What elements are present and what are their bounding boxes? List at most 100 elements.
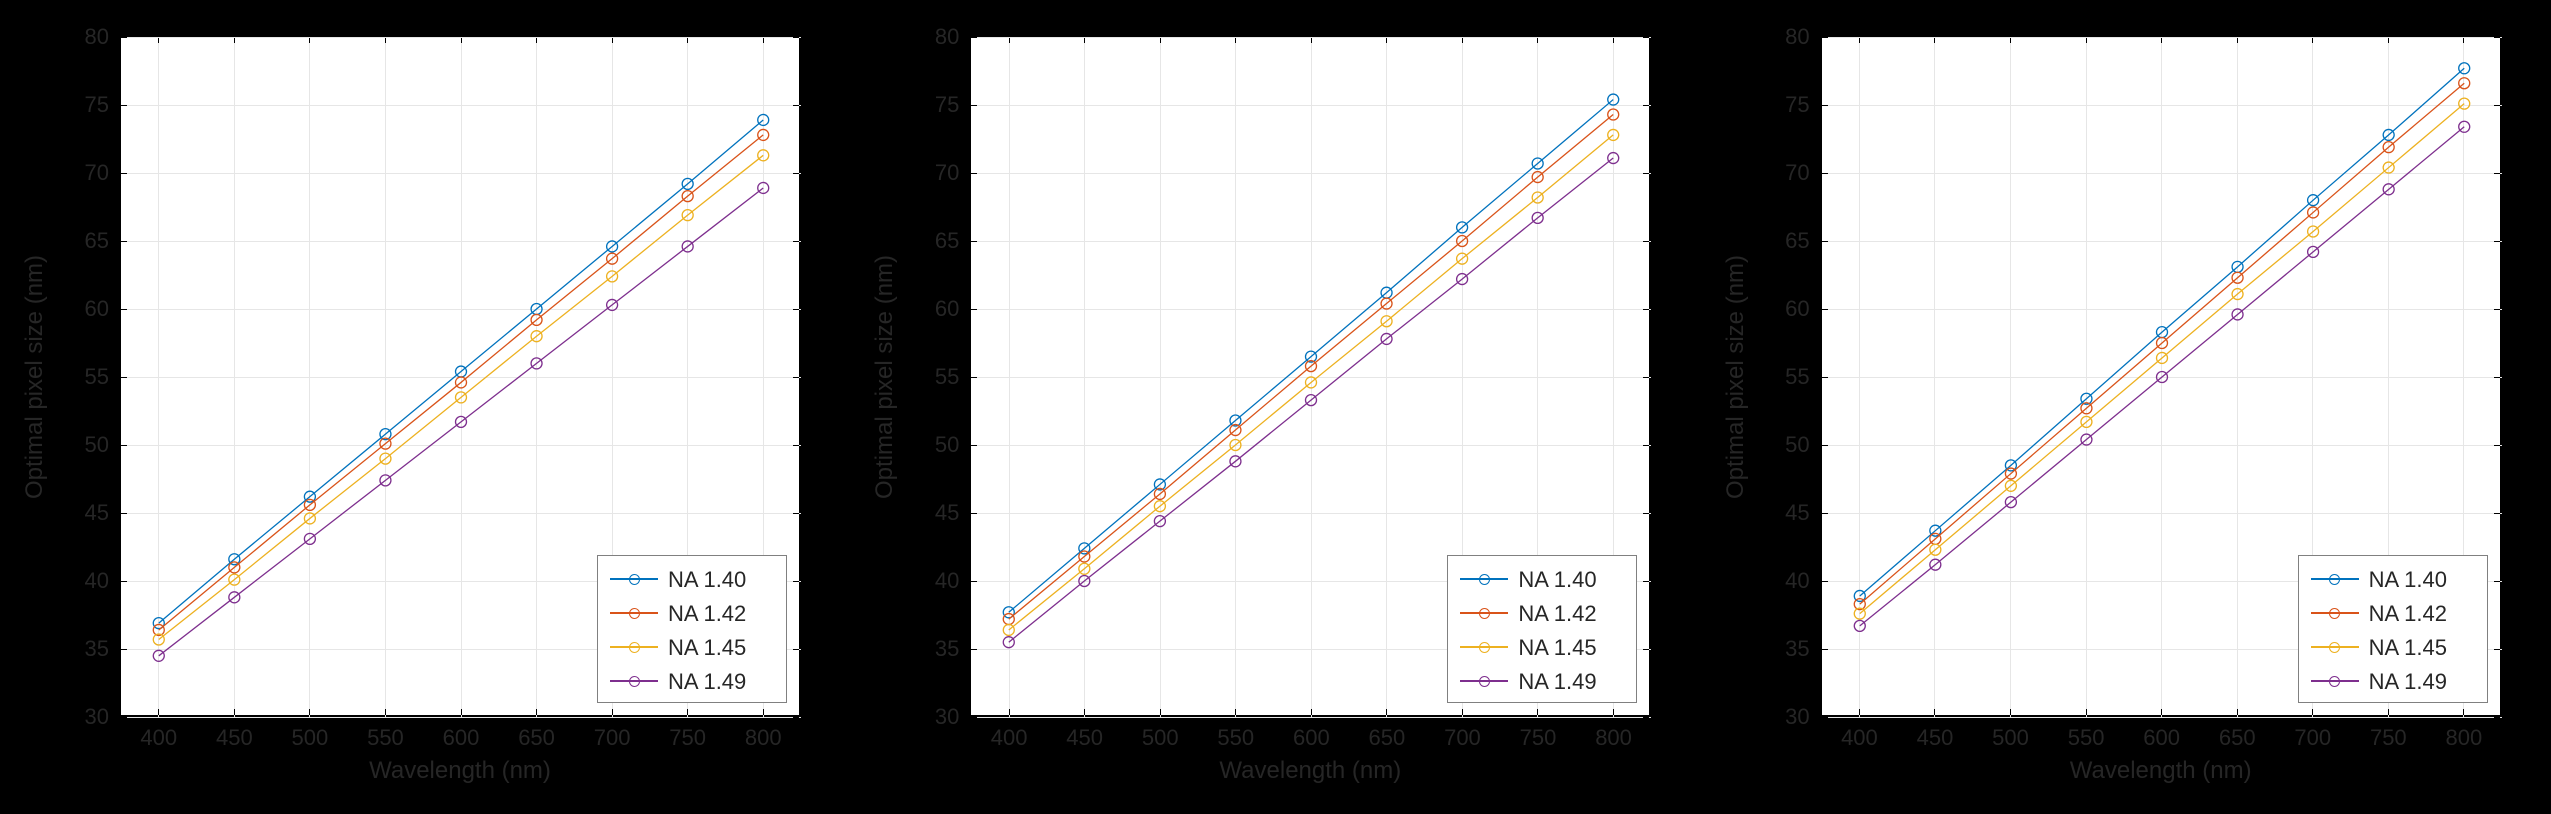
legend-swatch-marker bbox=[2329, 676, 2340, 687]
legend-swatch-marker bbox=[1479, 642, 1490, 653]
legend-label: NA 1.45 bbox=[668, 635, 746, 661]
series-line-NA_1_42 bbox=[1009, 115, 1613, 620]
legend-swatch-marker bbox=[2329, 608, 2340, 619]
y-ticklabel: 60 bbox=[85, 296, 109, 322]
legend-label: NA 1.42 bbox=[1518, 601, 1596, 627]
y-ticklabel: 45 bbox=[85, 500, 109, 526]
x-ticklabel: 750 bbox=[1520, 725, 1557, 751]
panel-2: 4004505005506006507007508003035404550556… bbox=[850, 0, 1700, 814]
x-ticklabel: 550 bbox=[1217, 725, 1254, 751]
y-ticklabel: 75 bbox=[85, 92, 109, 118]
legend-label: NA 1.40 bbox=[668, 567, 746, 593]
axes: 4004505005506006507007508003035404550556… bbox=[970, 36, 1650, 716]
x-axis-label: Wavelength (nm) bbox=[2070, 757, 2252, 785]
y-ticklabel: 35 bbox=[935, 636, 959, 662]
y-axis-label: Optimal pixel size (nm) bbox=[21, 255, 49, 499]
y-ticklabel: 70 bbox=[1785, 160, 1809, 186]
x-ticklabel: 700 bbox=[2294, 725, 2331, 751]
y-ticklabel: 80 bbox=[85, 24, 109, 50]
series-marker-NA_1_45 bbox=[1004, 624, 1015, 635]
x-ticklabel: 650 bbox=[2219, 725, 2256, 751]
x-ticklabel: 650 bbox=[1369, 725, 1406, 751]
x-ticklabel: 600 bbox=[1293, 725, 1330, 751]
x-ticklabel: 450 bbox=[216, 725, 253, 751]
legend: NA 1.40 NA 1.42 NA 1.45 NA 1.49 bbox=[1447, 555, 1637, 703]
legend: NA 1.40 NA 1.42 NA 1.45 NA 1.49 bbox=[597, 555, 787, 703]
y-ticklabel: 65 bbox=[1785, 228, 1809, 254]
x-ticklabel: 450 bbox=[1066, 725, 1103, 751]
x-ticklabel: 800 bbox=[2446, 725, 2483, 751]
y-ticklabel: 50 bbox=[1785, 432, 1809, 458]
x-ticklabel: 600 bbox=[443, 725, 480, 751]
x-ticklabel: 400 bbox=[1841, 725, 1878, 751]
legend-label: NA 1.42 bbox=[2369, 601, 2447, 627]
y-ticklabel: 40 bbox=[1785, 568, 1809, 594]
series-marker-NA_1_49 bbox=[153, 650, 164, 661]
y-ticklabel: 30 bbox=[935, 704, 959, 730]
y-ticklabel: 70 bbox=[85, 160, 109, 186]
x-ticklabel: 500 bbox=[1142, 725, 1179, 751]
y-ticklabel: 60 bbox=[1785, 296, 1809, 322]
legend-swatch-marker bbox=[2329, 574, 2340, 585]
y-ticklabel: 30 bbox=[1785, 704, 1809, 730]
y-ticklabel: 35 bbox=[85, 636, 109, 662]
y-ticklabel: 60 bbox=[935, 296, 959, 322]
x-ticklabel: 650 bbox=[518, 725, 555, 751]
legend-label: NA 1.45 bbox=[1518, 635, 1596, 661]
legend-swatch-marker bbox=[1479, 676, 1490, 687]
legend-swatch-marker bbox=[1479, 574, 1490, 585]
legend-label: NA 1.42 bbox=[668, 601, 746, 627]
y-ticklabel: 35 bbox=[1785, 636, 1809, 662]
x-ticklabel: 550 bbox=[2068, 725, 2105, 751]
y-ticklabel: 80 bbox=[1785, 24, 1809, 50]
legend: NA 1.40NA 1.42NA 1.45NA 1.49 bbox=[2298, 555, 2488, 703]
x-ticklabel: 450 bbox=[1917, 725, 1954, 751]
y-ticklabel: 55 bbox=[85, 364, 109, 390]
y-ticklabel: 55 bbox=[1785, 364, 1809, 390]
y-ticklabel: 70 bbox=[935, 160, 959, 186]
y-ticklabel: 80 bbox=[935, 24, 959, 50]
legend-label: NA 1.45 bbox=[2369, 635, 2447, 661]
x-ticklabel: 500 bbox=[292, 725, 329, 751]
x-axis-label: Wavelength (nm) bbox=[369, 757, 551, 785]
x-ticklabel: 700 bbox=[594, 725, 631, 751]
y-axis-label: Optimal pixel size (nm) bbox=[1722, 255, 1750, 499]
y-ticklabel: 50 bbox=[85, 432, 109, 458]
series-line-NA_1_42 bbox=[1859, 83, 2463, 604]
y-ticklabel: 40 bbox=[85, 568, 109, 594]
legend-swatch-marker bbox=[1479, 608, 1490, 619]
x-ticklabel: 500 bbox=[1992, 725, 2029, 751]
x-ticklabel: 800 bbox=[1595, 725, 1632, 751]
y-ticklabel: 30 bbox=[85, 704, 109, 730]
x-ticklabel: 750 bbox=[2370, 725, 2407, 751]
y-ticklabel: 50 bbox=[935, 432, 959, 458]
x-ticklabel: 600 bbox=[2143, 725, 2180, 751]
legend-label: NA 1.49 bbox=[668, 669, 746, 695]
y-ticklabel: 75 bbox=[1785, 92, 1809, 118]
legend-label: NA 1.40 bbox=[1518, 567, 1596, 593]
y-ticklabel: 65 bbox=[935, 228, 959, 254]
panel-1: 4004505005506006507007508003035404550556… bbox=[0, 0, 850, 814]
axes: 4004505005506006507007508003035404550556… bbox=[120, 36, 800, 716]
x-ticklabel: 400 bbox=[140, 725, 177, 751]
y-ticklabel: 55 bbox=[935, 364, 959, 390]
legend-swatch-marker bbox=[629, 574, 640, 585]
series-line-NA_1_45 bbox=[1859, 104, 2463, 614]
series-line-NA_1_40 bbox=[1009, 100, 1613, 613]
legend-swatch-marker bbox=[629, 676, 640, 687]
figure-row: 400 450 500 550 600 650 700 750 800 30 35 40 45 50 55 6… bbox=[0, 0, 2551, 814]
legend-swatch-marker bbox=[629, 608, 640, 619]
series-marker-NA_1_42 bbox=[1004, 614, 1015, 625]
series-line-NA_1_40 bbox=[1859, 68, 2463, 596]
legend-label: NA 1.40 bbox=[2369, 567, 2447, 593]
y-ticklabel: 45 bbox=[1785, 500, 1809, 526]
legend-swatch-marker bbox=[629, 642, 640, 653]
x-ticklabel: 400 bbox=[991, 725, 1028, 751]
x-ticklabel: 750 bbox=[669, 725, 706, 751]
axes: 4004505005506006507007508003035404550556… bbox=[1821, 36, 2501, 716]
x-ticklabel: 550 bbox=[367, 725, 404, 751]
legend-label: NA 1.49 bbox=[1518, 669, 1596, 695]
y-ticklabel: 75 bbox=[935, 92, 959, 118]
y-ticklabel: 40 bbox=[935, 568, 959, 594]
y-ticklabel: 65 bbox=[85, 228, 109, 254]
